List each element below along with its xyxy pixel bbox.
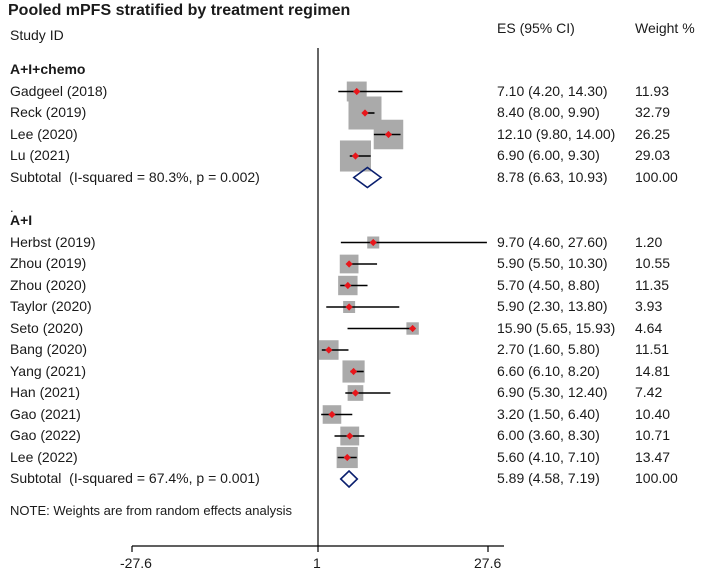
chart-title: Pooled mPFS stratified by treatment regi…: [8, 2, 351, 19]
subtotal-ci: 5.89 (4.58, 7.19): [497, 470, 600, 486]
study-ci: 5.60 (4.10, 7.10): [497, 448, 600, 465]
study-name: Lee (2022): [10, 448, 78, 465]
study-weight: 10.40: [635, 405, 671, 422]
point-estimate: [361, 109, 369, 117]
point-estimate: [328, 410, 336, 419]
weights-note: NOTE: Weights are from random effects an…: [10, 503, 293, 518]
point-estimate: [353, 87, 361, 96]
point-estimate: [349, 367, 358, 376]
study-name: Herbst (2019): [10, 233, 96, 250]
study-ci: 5.70 (4.50, 8.80): [497, 276, 600, 293]
study-weight: 26.25: [635, 125, 671, 142]
study-ci: 15.90 (5.65, 15.93): [497, 319, 616, 336]
study-name: Reck (2019): [10, 104, 87, 120]
study-name: Gao (2022): [10, 427, 81, 443]
subtotal-ci: 8.78 (6.63, 10.93): [497, 168, 608, 185]
point-estimate: [344, 281, 352, 290]
study-name: Gao (2021): [10, 405, 81, 422]
study-weight: 10.71: [635, 427, 671, 443]
study-ci: 7.10 (4.20, 14.30): [497, 82, 608, 99]
study-weight: 29.03: [635, 147, 671, 163]
study-name: Zhou (2019): [10, 255, 87, 271]
study-ci: 8.40 (8.00, 9.90): [497, 104, 600, 120]
study-weight: 4.64: [635, 319, 663, 336]
study-weight: 32.79: [635, 104, 671, 120]
study-ci: 6.90 (5.30, 12.40): [497, 384, 608, 400]
subtotal-weight: 100.00: [635, 168, 678, 185]
point-estimate: [351, 152, 360, 160]
study-ci: 9.70 (4.60, 27.60): [497, 233, 608, 250]
weight-header: Weight %: [635, 20, 695, 36]
study-name: Lu (2021): [10, 147, 70, 163]
point-estimate: [325, 346, 333, 354]
point-estimate: [345, 303, 353, 311]
study-name: Gadgeel (2018): [10, 82, 108, 99]
study-ci: 6.60 (6.10, 8.20): [497, 362, 600, 379]
group-label: A+I+chemo: [10, 61, 86, 77]
point-estimate: [369, 238, 377, 247]
study-name: Seto (2020): [10, 319, 84, 336]
study-weight: 3.93: [635, 298, 663, 314]
study-weight: 14.81: [635, 362, 671, 379]
es-ci-header: ES (95% CI): [497, 20, 575, 36]
study-weight: 11.93: [635, 82, 669, 99]
study-weight: 7.42: [635, 384, 663, 400]
point-estimate: [346, 432, 354, 440]
study-name: Han (2021): [10, 384, 81, 400]
subtotal-label: Subtotal (I-squared = 80.3%, p = 0.002): [10, 168, 260, 185]
study-ci: 5.90 (2.30, 13.80): [497, 298, 608, 314]
study-name: Lee (2020): [10, 125, 78, 142]
study-ci: 6.00 (3.60, 8.30): [497, 427, 600, 443]
spacer-dot: .: [10, 200, 14, 215]
study-weight: 11.35: [635, 276, 669, 293]
study-name: Zhou (2020): [10, 276, 87, 293]
tick-label-center: 1: [313, 555, 321, 571]
subtotal-label: Subtotal (I-squared = 67.4%, p = 0.001): [10, 470, 260, 486]
study-name: Taylor (2020): [10, 298, 92, 314]
study-name: Bang (2020): [10, 341, 88, 357]
tick-label-left: -27.6: [120, 555, 152, 571]
study-ci: 6.90 (6.00, 9.30): [497, 147, 600, 163]
study-name: Yang (2021): [10, 362, 87, 379]
study-ci: 5.90 (5.50, 10.30): [497, 255, 608, 271]
point-estimate: [351, 389, 360, 397]
group-label: A+I: [10, 212, 33, 228]
study-ci: 3.20 (1.50, 6.40): [497, 405, 600, 422]
point-estimate: [384, 130, 393, 139]
study-ci: 2.70 (1.60, 5.80): [497, 341, 600, 357]
study-weight: 13.47: [635, 448, 671, 465]
study-id-header: Study ID: [10, 27, 64, 43]
point-estimate: [343, 453, 351, 462]
study-weight: 1.20: [635, 233, 663, 250]
study-weight: 11.51: [635, 341, 669, 357]
subtotal-weight: 100.00: [635, 470, 678, 486]
study-ci: 12.10 (9.80, 14.00): [497, 125, 616, 142]
study-weight: 10.55: [635, 255, 671, 271]
point-estimate: [409, 324, 417, 333]
tick-label-right: 27.6: [474, 555, 502, 571]
subtotal-diamond: [352, 166, 383, 189]
subtotal-diamond: [339, 469, 359, 489]
point-estimate: [345, 260, 353, 268]
